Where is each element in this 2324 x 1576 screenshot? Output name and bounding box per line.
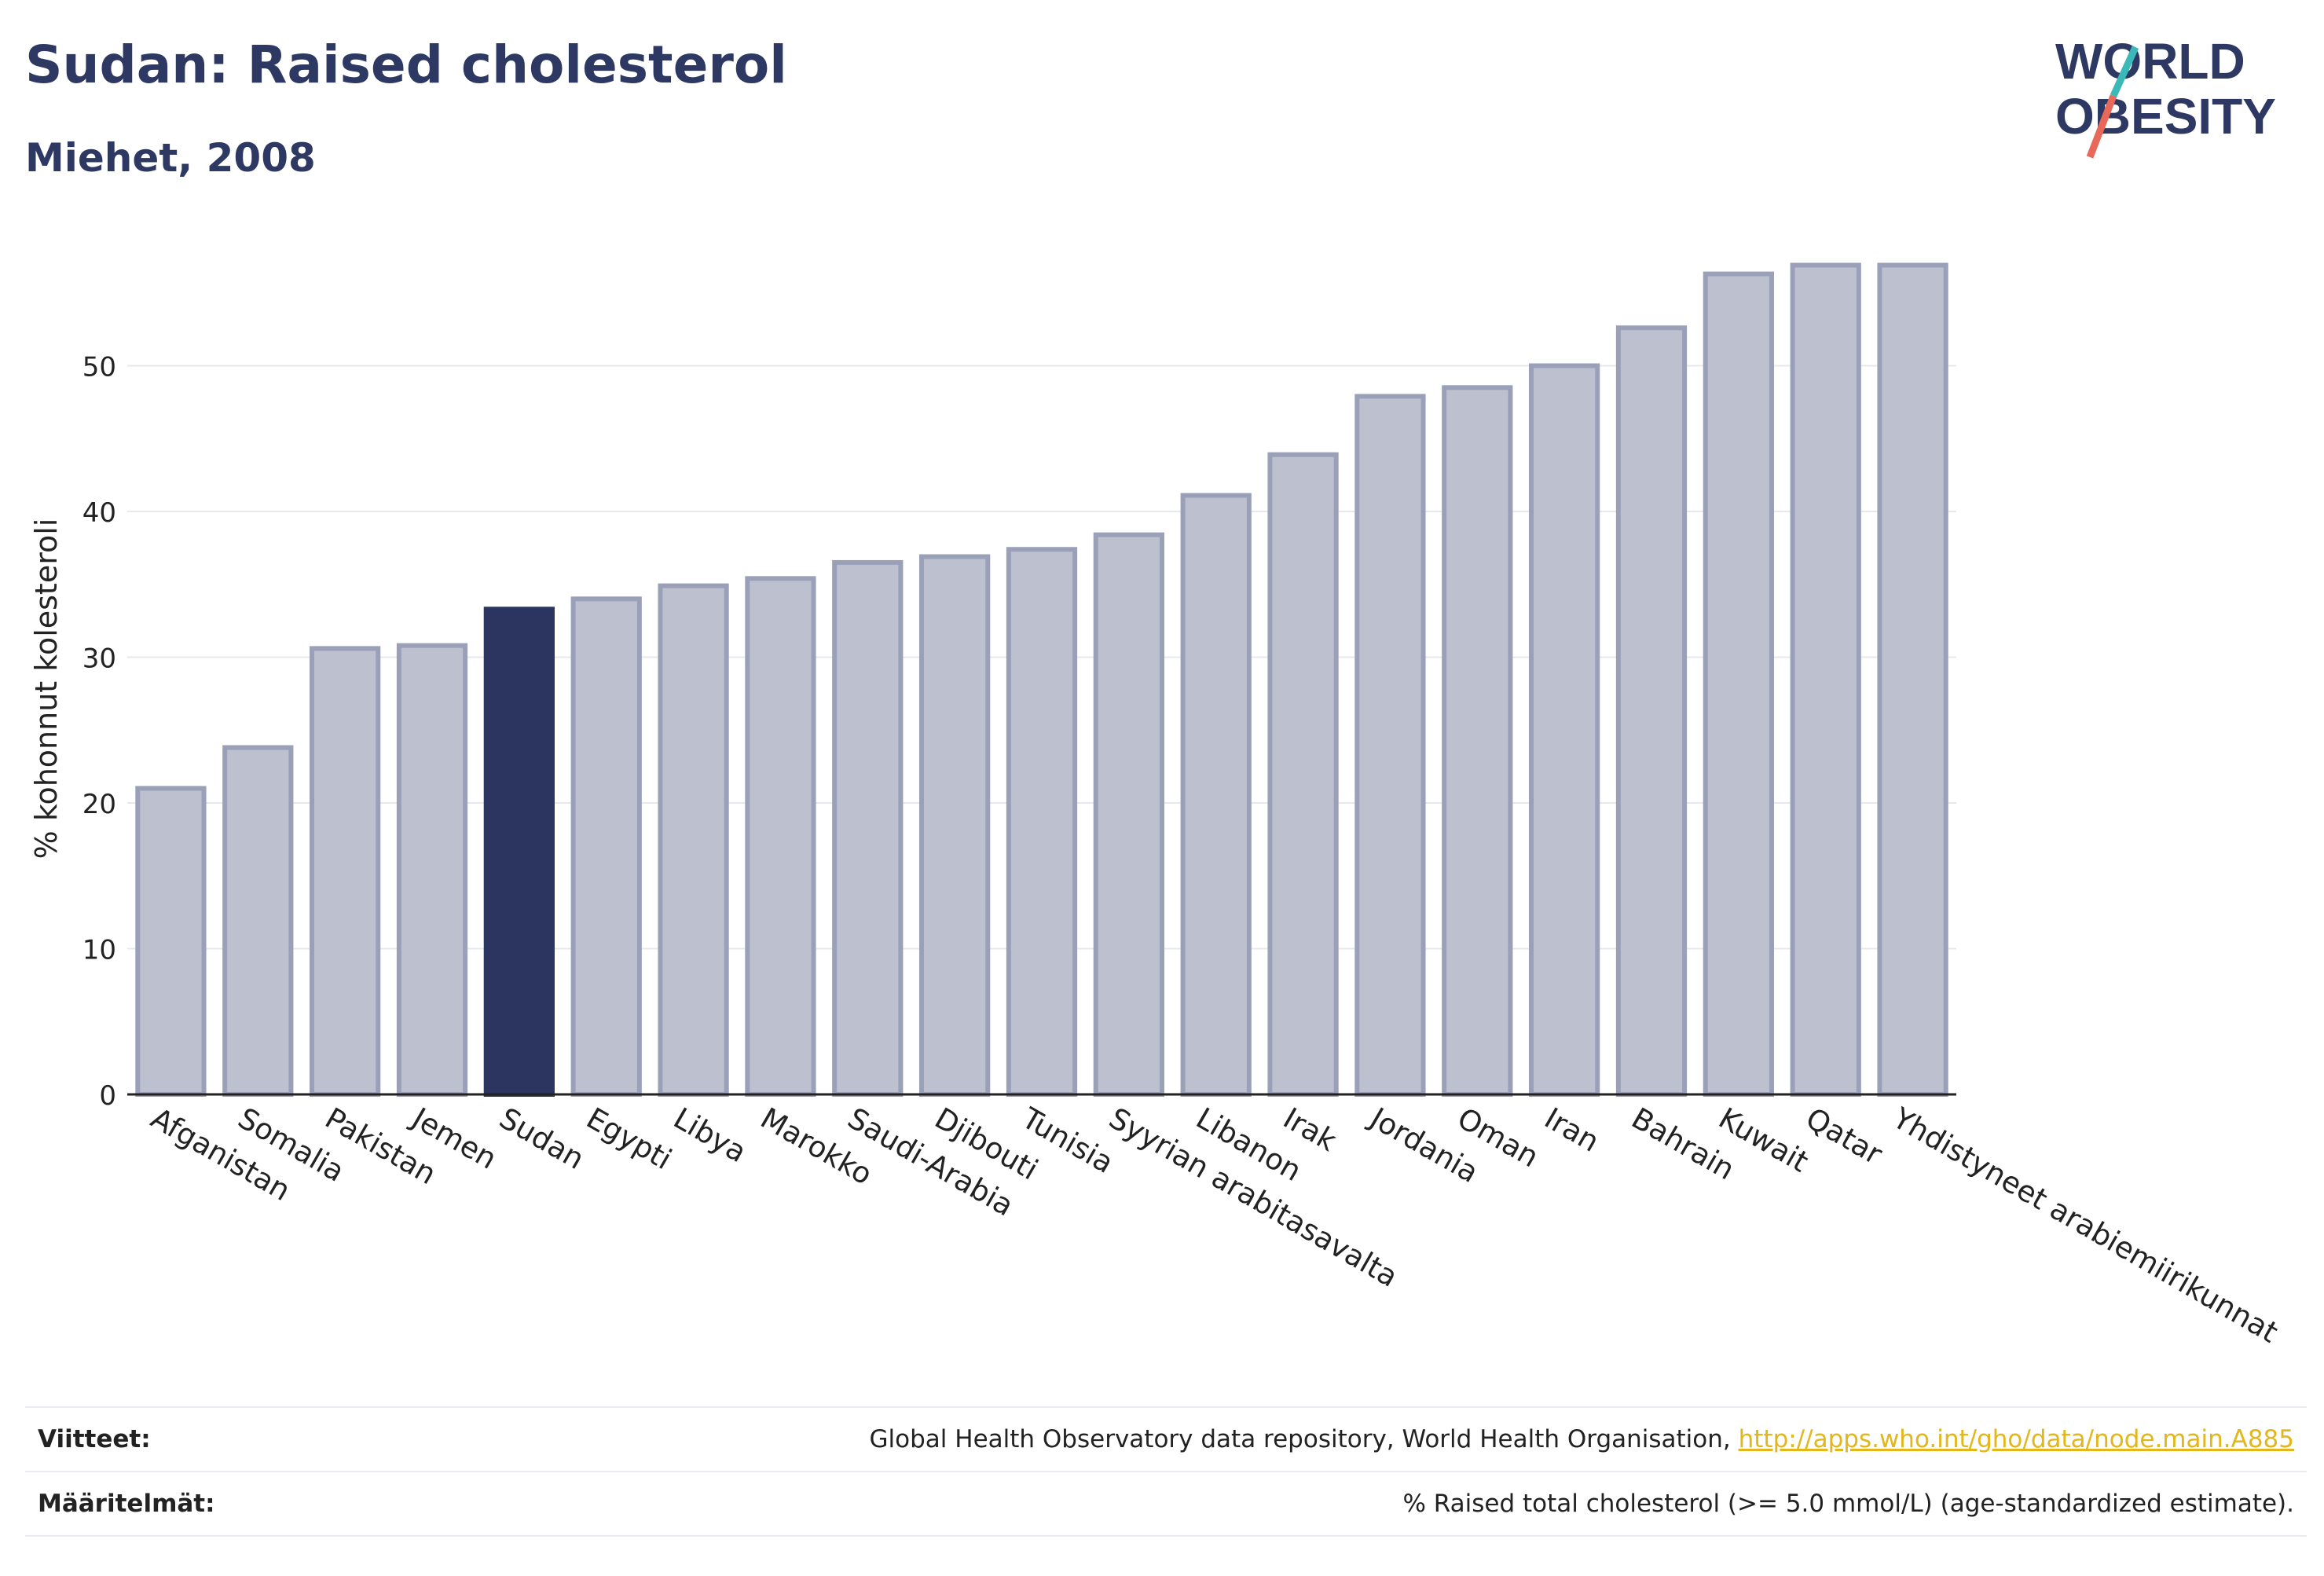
bar-tunisia bbox=[1006, 547, 1078, 1097]
bar-kuwait bbox=[1703, 271, 1774, 1097]
references-link[interactable]: http://apps.who.int/gho/data/node.main.A… bbox=[1738, 1425, 2294, 1453]
chart-title: Sudan: Raised cholesterol bbox=[25, 35, 787, 95]
bar-djibouti bbox=[919, 554, 991, 1097]
bar-oman bbox=[1442, 385, 1513, 1097]
references-row: Viitteet: Global Health Observatory data… bbox=[25, 1406, 2307, 1471]
bar-iran bbox=[1529, 363, 1600, 1097]
world-obesity-logo: WORLD OBESITY bbox=[2055, 33, 2276, 159]
bar-sudan bbox=[483, 607, 555, 1097]
bar-syyrian-arabitasavalta bbox=[1093, 532, 1164, 1097]
bar-saudi-arabia bbox=[832, 559, 904, 1097]
definitions-value: % Raised total cholesterol (>= 5.0 mmol/… bbox=[1402, 1490, 2294, 1518]
references-value: Global Health Observatory data repositor… bbox=[870, 1425, 2294, 1453]
bar-chart: 0 10 20 30 40 50 AfganistanSomaliaPakistanJem… bbox=[29, 262, 2284, 1350]
y-axis-label: % kohonnut kolesteroli bbox=[29, 519, 64, 859]
bar-somalia bbox=[222, 745, 294, 1097]
y-tick-label: 30 bbox=[82, 643, 116, 675]
logo-slash-teal-icon bbox=[2110, 46, 2139, 97]
x-tick-label: Qatar bbox=[1800, 1101, 1888, 1172]
bar-jordania bbox=[1354, 394, 1426, 1097]
bar-jemen bbox=[396, 643, 468, 1097]
bar-irak bbox=[1267, 452, 1339, 1097]
y-tick-label: 50 bbox=[82, 352, 116, 383]
bars bbox=[135, 262, 1948, 1097]
bar-libanon bbox=[1180, 493, 1252, 1097]
y-tick-label: 0 bbox=[99, 1080, 116, 1112]
chart-subtitle: Miehet, 2008 bbox=[25, 135, 316, 181]
logo-slash-red-icon bbox=[2086, 94, 2117, 159]
bar-bahrain bbox=[1615, 325, 1688, 1097]
logo-line1: WORLD bbox=[2055, 33, 2245, 90]
bar-libya bbox=[658, 583, 729, 1097]
bar-afganistan bbox=[135, 786, 207, 1097]
bar-marokko bbox=[745, 576, 816, 1097]
x-tick-label: Iran bbox=[1539, 1101, 1605, 1159]
logo-line2: OBESITY bbox=[2055, 88, 2276, 145]
bar-pakistan bbox=[310, 646, 381, 1097]
definitions-row: Määritelmät: % Raised total cholesterol … bbox=[25, 1471, 2307, 1537]
x-tick-label: Sudan bbox=[493, 1101, 589, 1177]
bar-yhdistyneet-arabiemiirikunnat bbox=[1877, 262, 1948, 1097]
y-axis-ticks: 0 10 20 30 40 50 bbox=[82, 352, 116, 1112]
x-tick-label: Egypti bbox=[581, 1101, 677, 1177]
y-tick-label: 10 bbox=[82, 935, 116, 966]
y-tick-label: 40 bbox=[82, 497, 116, 529]
y-tick-label: 20 bbox=[82, 789, 116, 820]
references-text: Global Health Observatory data repositor… bbox=[869, 1425, 1739, 1453]
references-label: Viitteet: bbox=[38, 1425, 151, 1453]
definitions-label: Määritelmät: bbox=[38, 1490, 215, 1518]
x-axis-ticks: AfganistanSomaliaPakistanJemenSudanEgypt… bbox=[145, 1101, 2284, 1350]
bar-egypti bbox=[570, 596, 642, 1097]
x-tick-label: Yhdistyneet arabiemiirikunnat bbox=[1886, 1101, 2283, 1350]
x-tick-label: Libya bbox=[668, 1101, 752, 1170]
bar-qatar bbox=[1790, 262, 1861, 1097]
